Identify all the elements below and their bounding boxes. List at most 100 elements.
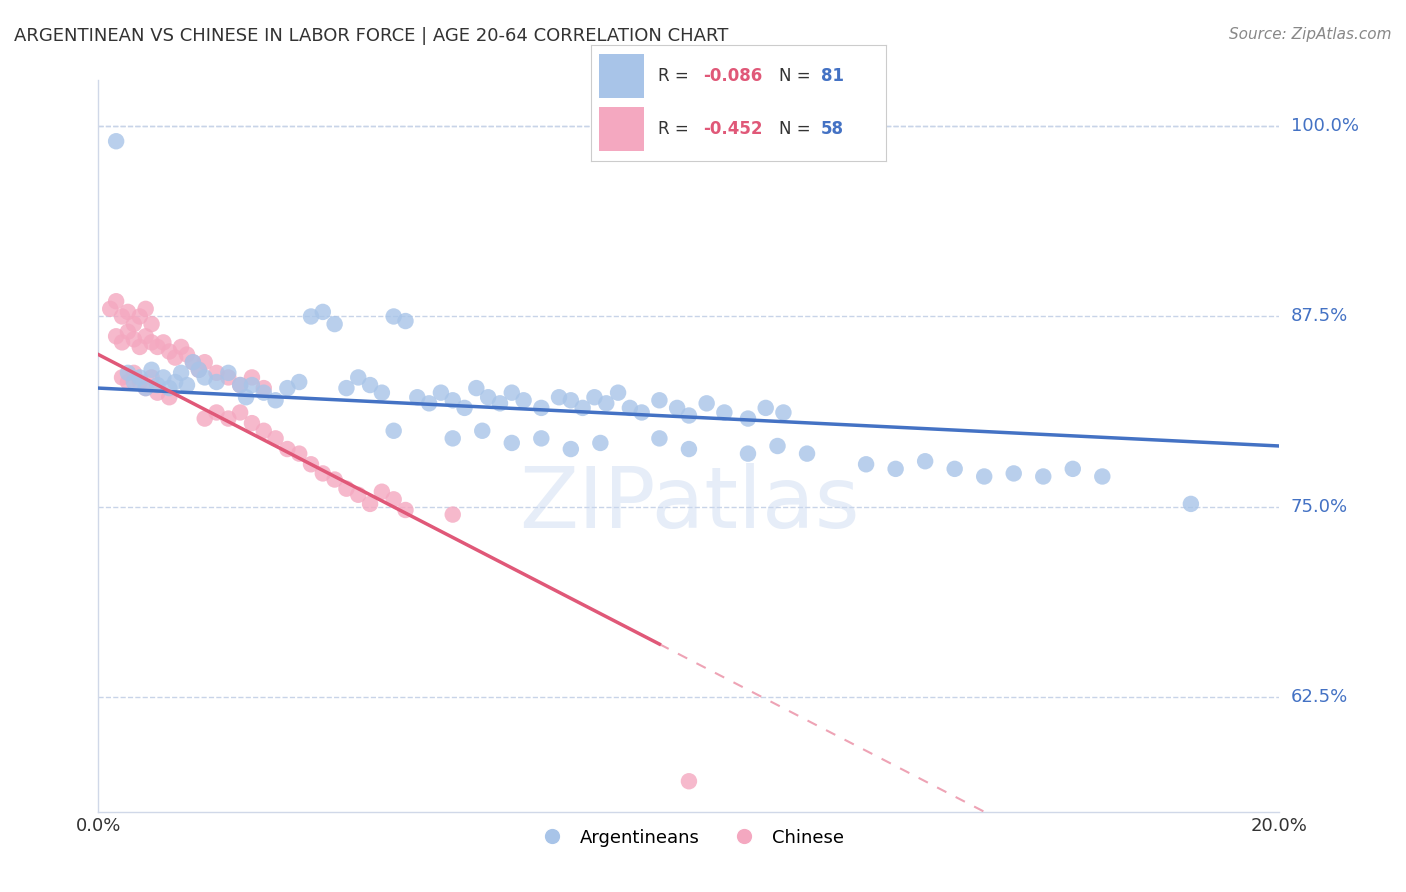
Point [240, 378, 263, 392]
Point [264, 431, 287, 445]
Point [607, 385, 630, 400]
Text: -0.452: -0.452 [703, 120, 762, 138]
Point [194, 370, 217, 384]
Point [141, 335, 163, 350]
Point [595, 396, 617, 410]
Point [187, 363, 209, 377]
Point [696, 396, 718, 410]
Text: 58: 58 [821, 120, 844, 138]
Point [181, 355, 204, 369]
Point [394, 503, 416, 517]
Point [187, 363, 209, 377]
Text: 62.5%: 62.5% [1291, 689, 1348, 706]
Text: 75.0%: 75.0% [1291, 498, 1348, 516]
Point [205, 375, 228, 389]
Point [347, 370, 370, 384]
Point [489, 396, 512, 410]
Bar [599, 54, 644, 98]
Point [235, 390, 257, 404]
Point [359, 378, 381, 392]
Point [98, 301, 121, 316]
Text: ARGENTINEAN VS CHINESE IN LABOR FORCE | AGE 20-64 CORRELATION CHART: ARGENTINEAN VS CHINESE IN LABOR FORCE | … [14, 27, 728, 45]
Point [240, 370, 263, 384]
Point [111, 370, 134, 384]
Point [648, 431, 671, 445]
Point [441, 393, 464, 408]
Text: ZIPatlas: ZIPatlas [519, 463, 859, 546]
Point [105, 329, 128, 343]
Point [737, 411, 759, 425]
Point [382, 310, 405, 324]
Point [943, 462, 966, 476]
Point [229, 378, 252, 392]
Point [323, 473, 346, 487]
Text: -0.086: -0.086 [703, 67, 762, 85]
Point [619, 401, 641, 415]
Point [914, 454, 936, 468]
Text: 87.5%: 87.5% [1291, 308, 1348, 326]
Point [217, 370, 239, 384]
Point [589, 436, 612, 450]
Point [477, 390, 499, 404]
Point [122, 366, 145, 380]
Point [128, 370, 150, 384]
Point [648, 393, 671, 408]
Point [382, 424, 405, 438]
Point [117, 305, 139, 319]
Point [1180, 497, 1202, 511]
Point [737, 447, 759, 461]
Point [135, 381, 157, 395]
Point [560, 393, 582, 408]
Point [111, 310, 134, 324]
Point [253, 381, 276, 395]
Point [170, 340, 193, 354]
Point [276, 381, 298, 395]
Point [217, 366, 239, 380]
Point [441, 508, 464, 522]
Point [678, 442, 700, 456]
Point [560, 442, 582, 456]
Point [141, 317, 163, 331]
Point [884, 462, 907, 476]
Point [146, 385, 169, 400]
Point [141, 370, 163, 384]
Point [630, 405, 652, 419]
Text: N =: N = [779, 120, 817, 138]
Point [253, 385, 276, 400]
Point [288, 447, 311, 461]
Point [359, 497, 381, 511]
Point [1091, 469, 1114, 483]
Point [571, 401, 593, 415]
Text: 100.0%: 100.0% [1291, 117, 1358, 135]
Point [117, 375, 139, 389]
Point [512, 393, 534, 408]
Text: R =: R = [658, 67, 695, 85]
Point [253, 424, 276, 438]
Point [157, 381, 180, 395]
Point [146, 378, 169, 392]
Point [312, 305, 335, 319]
Point [117, 366, 139, 380]
Point [347, 488, 370, 502]
Point [105, 134, 128, 148]
Point [122, 375, 145, 389]
Point [229, 378, 252, 392]
Point [240, 416, 263, 430]
Point [335, 482, 357, 496]
Point [194, 411, 217, 425]
Point [501, 385, 523, 400]
Point [755, 401, 778, 415]
Point [122, 317, 145, 331]
Point [666, 401, 689, 415]
Point [1062, 462, 1084, 476]
Text: N =: N = [779, 67, 817, 85]
Point [678, 774, 700, 789]
Point [583, 390, 606, 404]
Point [772, 405, 794, 419]
Point [181, 355, 204, 369]
Point [406, 390, 429, 404]
Point [157, 390, 180, 404]
Point [394, 314, 416, 328]
Point [135, 381, 157, 395]
Point [122, 332, 145, 346]
